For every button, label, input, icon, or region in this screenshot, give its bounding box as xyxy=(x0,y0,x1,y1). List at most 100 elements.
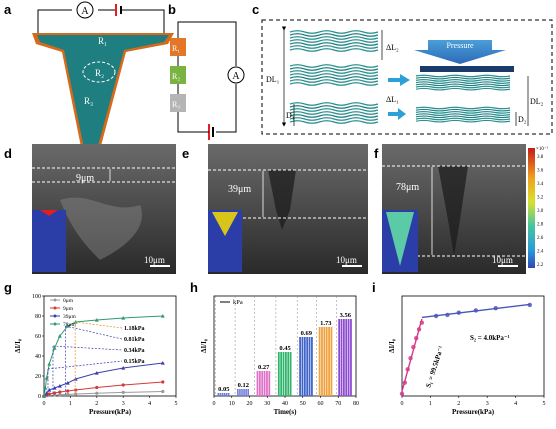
legend-label: 78μm xyxy=(63,322,76,328)
depth-label-f: 78μm xyxy=(396,182,419,193)
signal-bar xyxy=(301,337,304,396)
fit-label-low: S₁ = 99.5kPa⁻¹ xyxy=(424,345,445,389)
data-point xyxy=(43,386,48,390)
panel-label-e: e xyxy=(182,146,189,161)
colorbar-tick-label: 3.6 xyxy=(537,169,544,174)
x-tick-label: 5 xyxy=(543,401,546,407)
colorbar-exponent: ×10⁻¹ xyxy=(536,146,548,152)
fiber-strand xyxy=(415,113,511,116)
signal-bar xyxy=(225,393,228,396)
fiber-strand xyxy=(289,36,379,40)
signal-bar xyxy=(258,371,261,396)
fiber-strand xyxy=(415,115,511,119)
signal-bar xyxy=(325,327,328,396)
series-line xyxy=(43,315,163,397)
data-point xyxy=(408,356,413,361)
R2-label: R₂ xyxy=(95,68,104,78)
x-tick-label: 40 xyxy=(282,401,288,407)
panel-label-c: c xyxy=(252,2,259,17)
x-tick-label: 30 xyxy=(264,401,270,407)
fiber-strand xyxy=(289,111,379,115)
data-point xyxy=(161,380,165,384)
legend-label: kPa xyxy=(233,299,243,306)
data-point xyxy=(42,394,46,398)
x-tick-label: 50 xyxy=(300,401,306,407)
legend-marker xyxy=(53,314,57,318)
fiber-strand xyxy=(415,79,511,82)
data-point xyxy=(95,385,99,390)
signal-bar xyxy=(266,371,268,396)
data-point xyxy=(416,327,422,332)
data-point xyxy=(58,390,62,394)
data-point xyxy=(399,391,405,396)
signal-bar xyxy=(237,389,239,396)
annotation-leader xyxy=(75,321,123,329)
fiber-strand xyxy=(415,117,511,121)
data-point xyxy=(445,312,450,318)
panel-h: h 0 10 20 30 40 50 60 70 80 Time(s) ΔI/I₀ kPa 0.05 0.… xyxy=(190,280,359,416)
ammeter-b-label: A xyxy=(232,71,240,82)
signal-bar xyxy=(261,371,264,396)
annotation-leader xyxy=(52,345,123,351)
fiber-strand xyxy=(289,102,379,106)
x-tick-label: 4 xyxy=(514,401,517,407)
data-point xyxy=(94,318,99,322)
data-point xyxy=(47,392,51,396)
D2-label: D₂ xyxy=(518,115,527,124)
fiber-strand xyxy=(415,85,511,89)
annotation-label: 0.15kPa xyxy=(124,359,145,365)
data-point xyxy=(405,367,410,372)
data-point xyxy=(456,310,461,315)
signal-bar xyxy=(219,393,222,396)
fiber-layers-compressed xyxy=(415,74,511,123)
signal-bar xyxy=(217,393,220,396)
signal-bar xyxy=(282,352,285,396)
colorbar-tick-label: 2.8 xyxy=(537,223,544,228)
colorbar-tick-label: 2.4 xyxy=(537,250,544,255)
data-point xyxy=(65,381,70,385)
fiber-strand xyxy=(289,76,379,80)
resistor-R2 xyxy=(170,66,186,84)
fiber-strand xyxy=(415,108,511,112)
signal-bar xyxy=(306,337,309,396)
step-label: 0.12 xyxy=(238,382,249,389)
y-axis-label: ΔI/I₀ xyxy=(200,339,208,353)
fiber-strand xyxy=(415,83,511,87)
dL2-label: ΔL₂ xyxy=(386,43,399,52)
ammeter-icon xyxy=(76,1,94,19)
fiber-strand xyxy=(289,42,379,46)
signal-bar xyxy=(289,352,292,396)
fiber-layers-uncompressed xyxy=(289,30,379,124)
step-label: 3.56 xyxy=(340,312,352,319)
signal-bar xyxy=(263,371,266,396)
annotation-label: 1.18kPa xyxy=(124,326,145,332)
annotation-label: 0.34kPa xyxy=(124,348,145,354)
D1-label: D₁ xyxy=(286,111,295,120)
series-line xyxy=(43,381,163,397)
colorbar xyxy=(528,148,535,268)
signal-bar xyxy=(328,327,330,396)
fiber-strand xyxy=(289,120,379,124)
fiber-strand xyxy=(289,33,379,37)
step-label: 0.27 xyxy=(258,364,270,371)
fiber-strand xyxy=(415,76,511,80)
signal-bar xyxy=(342,319,345,396)
resistor-R1-label: R₁ xyxy=(172,44,180,53)
x-tick-label: 5 xyxy=(175,401,178,407)
fiber-strand xyxy=(289,79,379,83)
signal-bar xyxy=(268,371,271,396)
panel-a: a A R₁ R₂ R₃ xyxy=(4,1,174,172)
data-point xyxy=(73,377,78,381)
fiber-strand xyxy=(289,64,379,68)
transition-arrow-2-icon xyxy=(388,108,406,120)
fiber-strand xyxy=(289,30,379,34)
step-label: 0.69 xyxy=(301,330,313,337)
annotation-leader xyxy=(47,360,123,370)
colorbar-tick-label: 3.4 xyxy=(537,182,544,187)
signal-bar xyxy=(311,337,313,396)
x-tick-label: 1 xyxy=(69,401,72,407)
R1-label: R₁ xyxy=(98,36,107,46)
signal-bar xyxy=(330,327,333,396)
signal-bar xyxy=(338,319,341,396)
panel-label-f: f xyxy=(374,146,379,161)
